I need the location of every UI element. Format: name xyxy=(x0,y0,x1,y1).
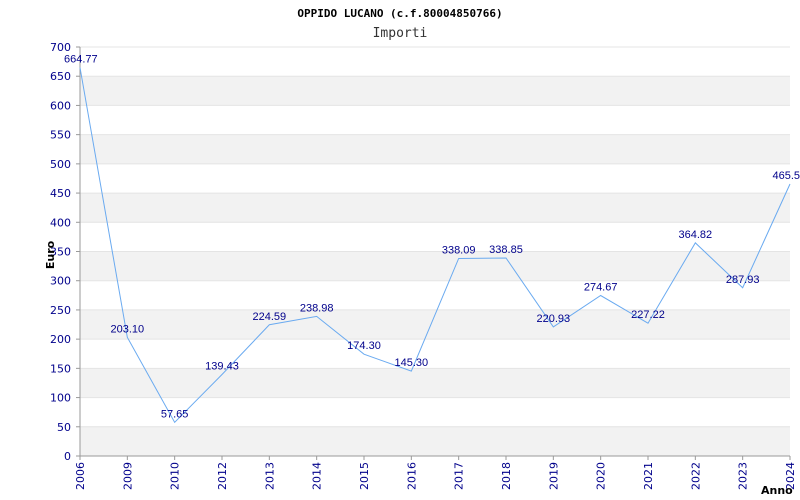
y-tick-label: 300 xyxy=(50,275,71,288)
data-label: 224.59 xyxy=(253,311,287,323)
data-label: 220.93 xyxy=(537,313,571,325)
plot-band xyxy=(80,251,790,281)
data-label: 274.67 xyxy=(584,282,618,294)
x-tick-label: 2022 xyxy=(689,462,702,490)
data-label: 338.85 xyxy=(489,244,523,256)
data-label: 145.30 xyxy=(395,357,429,369)
x-tick-label: 2021 xyxy=(642,462,655,490)
data-label: 57.65 xyxy=(161,408,189,420)
y-tick-label: 650 xyxy=(50,70,71,83)
plot-band xyxy=(80,222,790,252)
x-tick-label: 2017 xyxy=(453,462,466,490)
y-tick-label: 100 xyxy=(50,392,71,405)
x-tick-label: 2019 xyxy=(547,462,560,490)
data-label: 227.22 xyxy=(631,309,665,321)
y-tick-label: 50 xyxy=(57,421,71,434)
x-tick-label: 2014 xyxy=(311,462,324,490)
data-labels: 664.77 203.10 57.65 139.43 224.59 238.98 174.3… xyxy=(64,54,800,421)
plot-band xyxy=(80,397,790,427)
plot-band xyxy=(80,339,790,369)
plot-band xyxy=(80,280,790,310)
y-tick-label: 500 xyxy=(50,158,71,171)
y-axis-label: Euro xyxy=(44,240,57,269)
plot-band xyxy=(80,193,790,223)
x-tick-label: 2024 xyxy=(784,462,797,490)
x-tick-label: 2012 xyxy=(216,462,229,490)
series-line xyxy=(79,67,791,424)
y-tick-label: 600 xyxy=(50,99,71,112)
y-tick-labels: 0 50 100 150 200 250 300 350 400 450 500 550 600 650 7… xyxy=(50,41,80,463)
y-tick-label: 250 xyxy=(50,304,71,317)
data-label: 287.93 xyxy=(726,274,760,286)
y-tick-label: 550 xyxy=(50,129,71,142)
plot-bands xyxy=(80,47,790,456)
y-tick-label: 150 xyxy=(50,362,71,375)
chart-subtitle: Importi xyxy=(373,26,428,41)
y-tick-label: 400 xyxy=(50,216,71,229)
data-label: 465.5 xyxy=(772,170,800,182)
chart-title: OPPIDO LUCANO (c.f.80004850766) xyxy=(297,7,502,20)
x-tick-label: 2009 xyxy=(121,462,134,490)
x-tick-label: 2016 xyxy=(405,462,418,490)
data-label: 338.09 xyxy=(442,244,476,256)
data-label: 174.30 xyxy=(347,340,381,352)
x-tick-label: 2006 xyxy=(74,462,87,490)
plot-band xyxy=(80,105,790,135)
x-tick-label: 2018 xyxy=(500,462,513,490)
y-tick-label: 200 xyxy=(50,333,71,346)
grid-lines xyxy=(80,46,790,457)
data-label: 238.98 xyxy=(300,302,334,314)
data-label: 364.82 xyxy=(679,229,713,241)
y-tick-label: 0 xyxy=(64,450,71,463)
data-label: 139.43 xyxy=(205,361,239,373)
plot-band xyxy=(80,163,790,194)
plot-band xyxy=(80,76,790,106)
y-tick-label: 450 xyxy=(50,187,71,200)
plot-band xyxy=(80,134,790,164)
plot-band xyxy=(80,368,790,398)
data-label: 664.77 xyxy=(64,54,98,66)
x-axis-label: Anno xyxy=(761,484,793,497)
plot-band xyxy=(80,426,790,456)
y-tick-label: 700 xyxy=(50,41,71,54)
x-tick-label: 2010 xyxy=(169,462,182,490)
x-tick-label: 2013 xyxy=(263,462,276,490)
plot-band xyxy=(80,47,790,77)
data-label: 203.10 xyxy=(111,323,145,335)
x-tick-labels: 2006 2009 2010 2012 2013 2014 2015 2016 2017 2018… xyxy=(74,456,797,490)
x-tick-label: 2023 xyxy=(737,462,750,490)
y-tick-label: 350 xyxy=(50,246,71,259)
x-tick-label: 2015 xyxy=(358,462,371,490)
x-tick-label: 2020 xyxy=(595,462,608,490)
